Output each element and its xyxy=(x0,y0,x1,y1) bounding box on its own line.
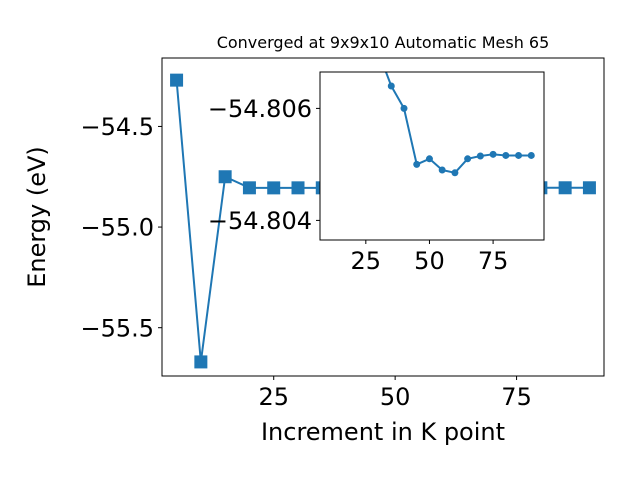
inset-data-point xyxy=(476,152,484,160)
main-data-point xyxy=(170,73,184,87)
inset-data-point xyxy=(527,151,535,159)
inset-x-tick-label: 50 xyxy=(414,247,445,275)
main-y-tick-label: −54.5 xyxy=(80,113,154,141)
inset-data-point xyxy=(387,82,395,90)
inset-x-tick-label: 25 xyxy=(351,247,382,275)
main-x-tick-label: 25 xyxy=(258,383,289,411)
inset-plot: 25 50 75 −54.806 −54.804 xyxy=(208,71,545,275)
main-data-point xyxy=(242,181,256,195)
inset-series-group xyxy=(384,72,535,177)
inset-data-point xyxy=(425,155,433,163)
main-data-point xyxy=(267,181,281,195)
main-x-axis-label: Increment in K point xyxy=(261,418,505,446)
main-axes-frame xyxy=(161,57,605,377)
inset-data-point xyxy=(400,104,408,112)
inset-x-tick-label: 75 xyxy=(478,247,509,275)
main-data-point xyxy=(218,170,232,184)
main-y-tick-label: −55.0 xyxy=(80,214,154,242)
inset-axes-frame xyxy=(319,71,545,241)
inset-data-point xyxy=(502,151,510,159)
main-data-point xyxy=(582,181,596,195)
main-y-tick-label: −55.5 xyxy=(80,314,154,342)
main-y-axis-label: Energy (eV) xyxy=(23,146,51,288)
main-data-point xyxy=(291,181,305,195)
main-chart-title: Converged at 9x9x10 Automatic Mesh 65 xyxy=(217,33,550,52)
inset-data-point xyxy=(489,150,497,158)
inset-data-point xyxy=(464,155,472,163)
inset-data-point xyxy=(438,166,446,174)
main-data-point xyxy=(194,355,208,369)
inset-y-tick-label: −54.804 xyxy=(208,207,312,235)
inset-data-point xyxy=(451,169,459,177)
inset-data-point xyxy=(515,151,523,159)
inset-data-point xyxy=(413,160,421,168)
main-x-tick-label: 50 xyxy=(380,383,411,411)
main-x-tick-label: 75 xyxy=(501,383,532,411)
main-data-point xyxy=(558,181,572,195)
inset-y-tick-label: −54.806 xyxy=(208,95,312,123)
